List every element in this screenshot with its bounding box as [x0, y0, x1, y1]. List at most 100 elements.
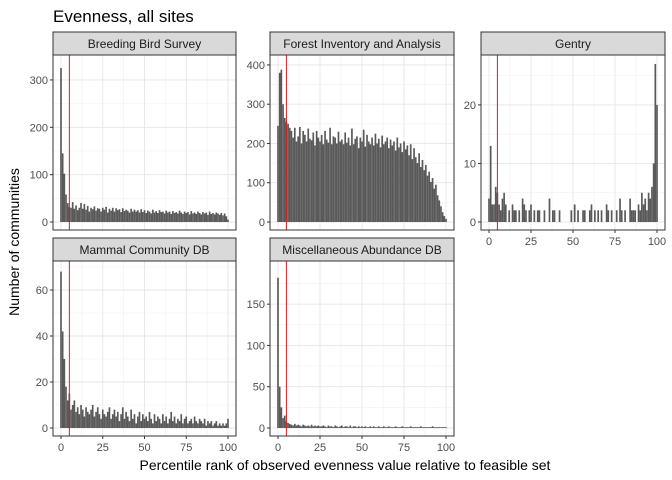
histogram-bar: [418, 153, 420, 222]
histogram-bar: [157, 213, 159, 222]
histogram-bar: [615, 210, 618, 222]
histogram-bar: [173, 213, 176, 222]
histogram-bar: [325, 427, 328, 428]
histogram-bar: [299, 425, 301, 428]
histogram-bar: [130, 409, 132, 428]
histogram-bar: [430, 427, 432, 428]
panel-mammal-community-db: Mammal Community DB 0 20 40 60 0 25 50 75 100: [36, 237, 237, 454]
histogram-bar: [309, 138, 311, 222]
histogram-bar: [357, 148, 360, 222]
histogram-bar: [287, 123, 289, 222]
y-tick-label: 50: [253, 382, 265, 394]
histogram-bar: [398, 147, 400, 222]
x-tick-label: 0: [275, 442, 281, 454]
histogram-bar: [278, 72, 281, 222]
histogram-bar: [183, 418, 186, 428]
histogram-bar: [167, 423, 169, 428]
histogram-bar: [90, 207, 92, 222]
histogram-bar: [205, 425, 208, 428]
histogram-bar: [120, 212, 122, 222]
histogram-bar: [277, 125, 279, 222]
histogram-bar: [396, 137, 399, 222]
panel-forest-inventory-and-analysis: Forest Inventory and Analysis 0 100 200 300 4…: [247, 31, 455, 231]
histogram-bar: [320, 426, 323, 428]
histogram-bar: [200, 214, 203, 222]
histogram-bar: [317, 137, 320, 222]
histogram-bar: [190, 418, 193, 428]
histogram-bar: [371, 427, 373, 428]
histogram-bar: [173, 416, 176, 428]
histogram-bar: [155, 421, 158, 428]
histogram-bar: [552, 210, 554, 222]
histogram-bar: [91, 209, 94, 222]
histogram-bar: [115, 208, 117, 222]
histogram-bar: [349, 425, 352, 428]
histogram-bar: [282, 104, 284, 222]
histogram-bar: [341, 139, 343, 222]
histogram-bar: [386, 427, 389, 428]
histogram-bar: [411, 159, 414, 222]
histogram-bar: [188, 421, 191, 428]
histogram-bar: [525, 210, 527, 222]
histogram-bar: [646, 210, 648, 222]
panel-border: [52, 54, 237, 231]
histogram-bar: [288, 127, 291, 222]
histogram-bar: [100, 418, 102, 428]
histogram-bar: [314, 145, 316, 222]
histogram-bar: [220, 213, 223, 222]
histogram-bar: [222, 215, 224, 222]
histogram-bar: [386, 137, 389, 222]
histogram-bar: [116, 210, 119, 222]
histogram-bar: [218, 214, 221, 222]
histogram-bar: [103, 209, 106, 222]
histogram-bar: [523, 204, 526, 222]
histogram-bar: [125, 209, 127, 222]
histogram-bar: [305, 141, 308, 222]
histogram-bar: [582, 210, 584, 222]
histogram-bar: [81, 208, 84, 222]
histogram-bar: [634, 210, 636, 222]
histogram-bar: [334, 425, 336, 428]
histogram-bar: [93, 206, 96, 222]
histogram-bar: [105, 206, 107, 222]
histogram-bar: [110, 210, 112, 222]
y-tick-label: 20: [464, 100, 476, 112]
histogram-bar: [431, 178, 434, 222]
histogram-bar: [147, 210, 149, 222]
histogram-bar: [438, 200, 441, 222]
histogram-bar: [192, 213, 194, 222]
histogram-bar: [436, 195, 439, 222]
x-tick-label: 50: [138, 442, 150, 454]
strip-label: Forest Inventory and Analysis: [283, 37, 440, 51]
histogram-bar: [445, 218, 447, 222]
histogram-bar: [160, 212, 163, 222]
histogram-bar: [364, 426, 367, 428]
histogram-bar: [106, 411, 109, 428]
histogram-bar: [163, 421, 166, 428]
histogram-bar: [624, 210, 626, 222]
histogram-bar: [80, 405, 82, 428]
histogram-bar: [302, 424, 305, 428]
histogram-bar: [200, 421, 203, 428]
histogram-bar: [70, 409, 72, 428]
histogram-bar: [327, 142, 330, 222]
histogram-bar: [518, 210, 521, 222]
histogram-bar: [513, 210, 516, 222]
histogram-bar: [351, 427, 353, 428]
histogram-bar: [75, 205, 77, 222]
y-axis-title: Number of communities: [6, 168, 22, 316]
histogram-bar: [558, 210, 561, 222]
histogram-bar: [337, 131, 340, 222]
histogram-bar: [83, 416, 86, 428]
histogram-bar: [629, 198, 631, 222]
histogram-bar: [152, 423, 154, 428]
histogram-bar: [317, 425, 320, 428]
histogram-bar: [548, 198, 551, 222]
histogram-bar: [207, 214, 209, 222]
histogram-bar: [165, 210, 168, 222]
histogram-bar: [394, 426, 397, 428]
histogram-bar: [66, 203, 69, 222]
histogram-bar: [425, 427, 427, 428]
